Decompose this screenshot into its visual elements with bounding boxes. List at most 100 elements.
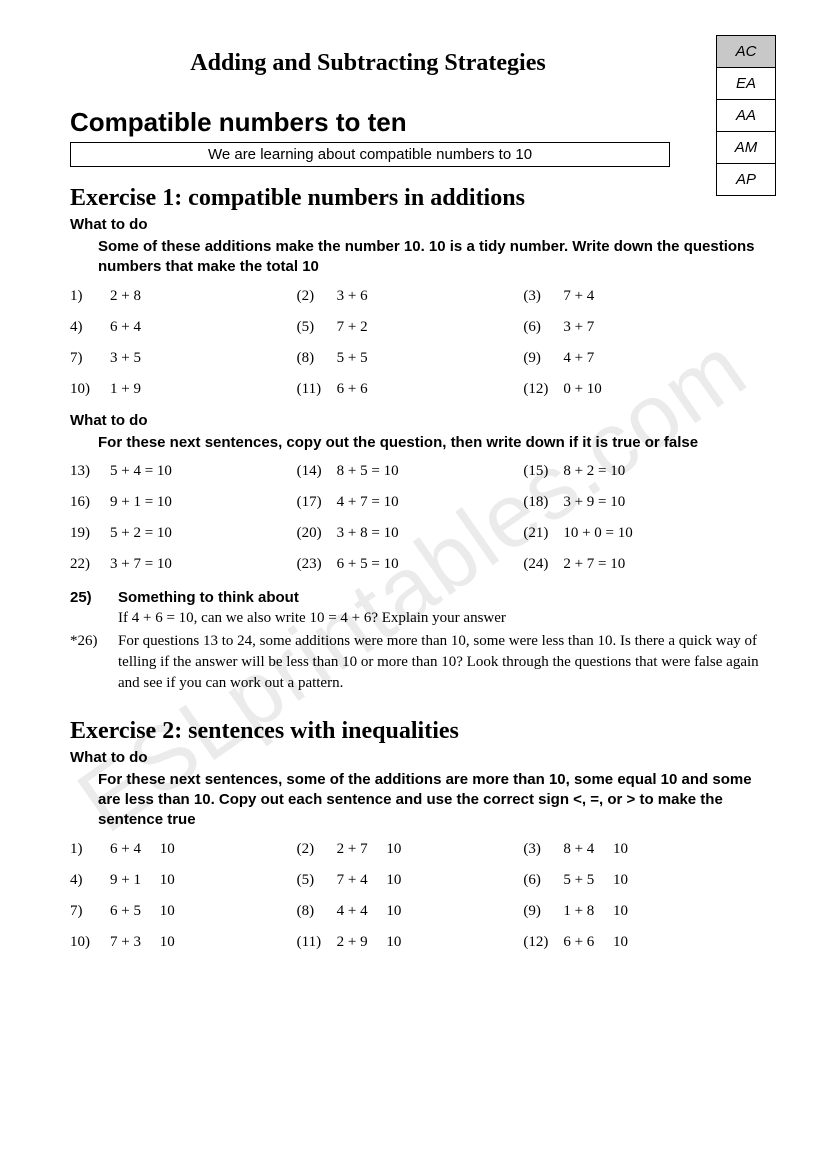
question-cell: 4)6 + 4: [70, 319, 297, 336]
question-number: (2): [297, 288, 337, 305]
question-number: 10): [70, 934, 110, 951]
question-cell: 19)5 + 2 = 10: [70, 525, 297, 542]
question-text: 9 + 1 = 10: [110, 494, 297, 511]
stage-am: AM: [717, 132, 775, 164]
question-cell: 7)6 + 5 10: [70, 903, 297, 920]
question-cell: 10)7 + 3 10: [70, 934, 297, 951]
question-cell: (5)7 + 2: [297, 319, 524, 336]
question-cell: (14)8 + 5 = 10: [297, 463, 524, 480]
question-text: 8 + 2 = 10: [563, 463, 750, 480]
question-cell: (9)1 + 8 10: [523, 903, 750, 920]
stage-aa: AA: [717, 100, 775, 132]
main-title: Adding and Subtracting Strategies: [70, 50, 666, 77]
question-text: 3 + 5: [110, 350, 297, 367]
question-number: (5): [297, 872, 337, 889]
question-cell: (20)3 + 8 = 10: [297, 525, 524, 542]
question-number: (20): [297, 525, 337, 542]
q26-body: For questions 13 to 24, some additions w…: [118, 631, 766, 694]
question-number: (18): [523, 494, 563, 511]
question-cell: (12)6 + 6 10: [523, 934, 750, 951]
question-number: (21): [523, 525, 563, 542]
question-row: 22)3 + 7 = 10(23)6 + 5 = 10(24)2 + 7 = 1…: [70, 556, 750, 573]
q25-title: Something to think about: [118, 587, 766, 608]
question-text: 6 + 5 = 10: [337, 556, 524, 573]
question-cell: 7)3 + 5: [70, 350, 297, 367]
question-number: (2): [297, 841, 337, 858]
question-number: 1): [70, 841, 110, 858]
question-cell: 10)1 + 9: [70, 381, 297, 398]
q26-label: *26): [70, 631, 118, 694]
ex2-what-to-do: What to do: [70, 749, 766, 766]
question-number: 19): [70, 525, 110, 542]
question-cell: 1)6 + 4 10: [70, 841, 297, 858]
stage-box: AC EA AA AM AP: [716, 35, 776, 196]
question-cell: (18)3 + 9 = 10: [523, 494, 750, 511]
question-text: 8 + 4 10: [563, 841, 750, 858]
question-text: 10 + 0 = 10: [563, 525, 750, 542]
ex1-what-to-do-2: What to do: [70, 412, 766, 429]
question-cell: (3)7 + 4: [523, 288, 750, 305]
question-number: (8): [297, 903, 337, 920]
q25-body: If 4 + 6 = 10, can we also write 10 = 4 …: [118, 608, 766, 629]
question-cell: (3)8 + 4 10: [523, 841, 750, 858]
question-cell: (6)3 + 7: [523, 319, 750, 336]
question-text: 5 + 4 = 10: [110, 463, 297, 480]
question-number: 1): [70, 288, 110, 305]
question-number: 22): [70, 556, 110, 573]
question-row: 1)6 + 4 10(2)2 + 7 10(3)8 + 4 10: [70, 841, 750, 858]
ex1-set2: 13)5 + 4 = 10(14)8 + 5 = 10(15)8 + 2 = 1…: [70, 463, 750, 573]
question-cell: (23)6 + 5 = 10: [297, 556, 524, 573]
question-text: 6 + 5 10: [110, 903, 297, 920]
question-cell: 4)9 + 1 10: [70, 872, 297, 889]
stage-ea: EA: [717, 68, 775, 100]
question-number: (17): [297, 494, 337, 511]
question-number: (11): [297, 381, 337, 398]
question-number: 16): [70, 494, 110, 511]
question-text: 9 + 1 10: [110, 872, 297, 889]
think-block: 25) Something to think about If 4 + 6 = …: [70, 587, 766, 694]
question-cell: (24)2 + 7 = 10: [523, 556, 750, 573]
question-text: 7 + 2: [337, 319, 524, 336]
question-text: 7 + 4: [563, 288, 750, 305]
question-text: 5 + 5 10: [563, 872, 750, 889]
question-number: (3): [523, 841, 563, 858]
ex1-what-to-do-1: What to do: [70, 216, 766, 233]
question-text: 3 + 9 = 10: [563, 494, 750, 511]
question-row: 7)3 + 5(8)5 + 5(9)4 + 7: [70, 350, 750, 367]
question-row: 7)6 + 5 10(8)4 + 4 10(9)1 + 8 10: [70, 903, 750, 920]
question-row: 16)9 + 1 = 10(17)4 + 7 = 10(18)3 + 9 = 1…: [70, 494, 750, 511]
question-number: (3): [523, 288, 563, 305]
question-text: 2 + 9 10: [337, 934, 524, 951]
question-row: 10)7 + 3 10(11)2 + 9 10(12)6 + 6 10: [70, 934, 750, 951]
question-text: 3 + 6: [337, 288, 524, 305]
question-number: (14): [297, 463, 337, 480]
question-number: (9): [523, 903, 563, 920]
question-cell: (5)7 + 4 10: [297, 872, 524, 889]
question-number: (24): [523, 556, 563, 573]
question-number: (12): [523, 381, 563, 398]
question-number: (23): [297, 556, 337, 573]
question-text: 2 + 7 = 10: [563, 556, 750, 573]
question-cell: (12)0 + 10: [523, 381, 750, 398]
question-text: 0 + 10: [563, 381, 750, 398]
question-cell: (8)5 + 5: [297, 350, 524, 367]
learning-box: We are learning about compatible numbers…: [70, 142, 670, 167]
question-cell: (21)10 + 0 = 10: [523, 525, 750, 542]
question-number: 7): [70, 350, 110, 367]
question-cell: 16)9 + 1 = 10: [70, 494, 297, 511]
question-text: 4 + 4 10: [337, 903, 524, 920]
question-cell: (2)3 + 6: [297, 288, 524, 305]
question-text: 6 + 6 10: [563, 934, 750, 951]
question-row: 13)5 + 4 = 10(14)8 + 5 = 10(15)8 + 2 = 1…: [70, 463, 750, 480]
q25-label: 25): [70, 587, 118, 608]
exercise-1-title: Exercise 1: compatible numbers in additi…: [70, 185, 766, 212]
question-row: 4)6 + 4(5)7 + 2(6)3 + 7: [70, 319, 750, 336]
question-number: 7): [70, 903, 110, 920]
ex2-set: 1)6 + 4 10(2)2 + 7 10(3)8 + 4 10 4)9 + 1 …: [70, 841, 750, 951]
question-row: 1)2 + 8(2)3 + 6(3)7 + 4: [70, 288, 750, 305]
exercise-2-title: Exercise 2: sentences with inequalities: [70, 718, 766, 745]
question-cell: (17)4 + 7 = 10: [297, 494, 524, 511]
question-cell: 1)2 + 8: [70, 288, 297, 305]
question-number: 13): [70, 463, 110, 480]
question-text: 1 + 8 10: [563, 903, 750, 920]
